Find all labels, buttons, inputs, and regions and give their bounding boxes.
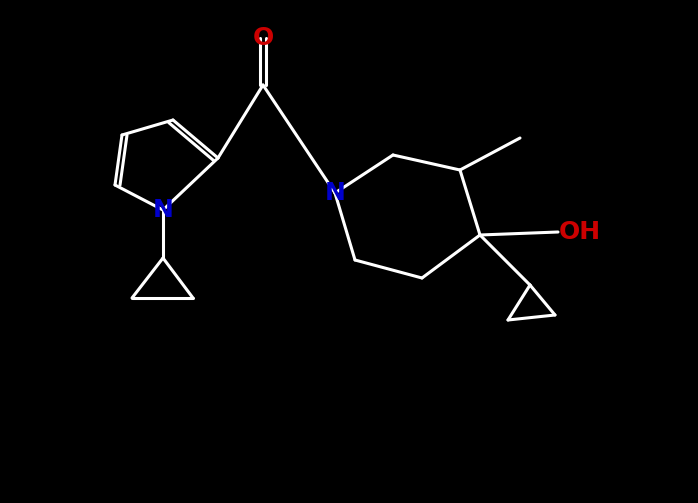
Text: N: N [325, 181, 346, 205]
Text: O: O [253, 26, 274, 50]
Text: N: N [153, 198, 173, 222]
Text: OH: OH [559, 220, 601, 244]
